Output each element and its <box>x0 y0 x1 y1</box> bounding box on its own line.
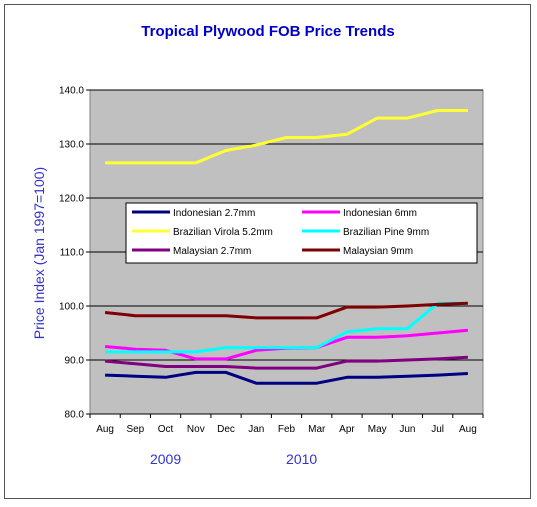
legend-box <box>125 202 478 264</box>
y-tick-label: 90.0 <box>65 356 85 367</box>
legend-label: Brazilian Virola 5.2mm <box>173 227 273 238</box>
x-tick-label: Oct <box>158 424 174 435</box>
y-axis-ticks: 80.0 90.0 100.0 110.0 120.0 130.0 140.0 <box>59 86 90 421</box>
legend-label: Indonesian 2.7mm <box>173 208 255 219</box>
year-label: 2010 <box>286 451 317 467</box>
y-tick-label: 130.0 <box>59 140 84 151</box>
series-line <box>105 370 468 385</box>
x-tick-label: Dec <box>217 424 235 435</box>
series-line <box>104 301 468 320</box>
x-tick-label: Sep <box>126 424 144 435</box>
year-labels: 2009 2010 <box>150 451 317 467</box>
legend-label: Malaysian 9mm <box>343 246 413 257</box>
legend-label: Brazilian Pine 9mm <box>343 227 429 238</box>
legend-label: Malaysian 2.7mm <box>173 246 251 257</box>
x-tick-label: Aug <box>96 424 114 435</box>
x-tick-label: Feb <box>278 424 296 435</box>
legend: Indonesian 2.7mm Indonesian 6mm Brazilian … <box>125 202 478 264</box>
y-axis-label: Price Index (Jan 1997=100) <box>31 167 47 339</box>
x-tick-label: Nov <box>187 424 205 435</box>
x-tick-label: Jul <box>431 424 444 435</box>
y-tick-label: 100.0 <box>59 302 84 313</box>
x-tick-label: Mar <box>308 424 326 435</box>
series-line <box>105 109 468 165</box>
x-tick-label: Jun <box>399 424 415 435</box>
x-tick-label: Aug <box>459 424 477 435</box>
legend-label: Indonesian 6mm <box>343 208 417 219</box>
y-tick-label: 120.0 <box>59 194 84 205</box>
series-line <box>104 355 468 370</box>
series-line <box>105 301 468 354</box>
y-tick-label: 140.0 <box>59 86 84 97</box>
chart-title: Tropical Plywood FOB Price Trends <box>141 23 394 40</box>
y-tick-label: 80.0 <box>65 410 85 421</box>
x-tick-label: Jan <box>248 424 264 435</box>
x-tick-label: Apr <box>339 424 355 435</box>
x-axis-ticks: Aug Sep Oct Nov Dec Jan Feb Mar Apr May Jun Jul Aug <box>89 413 484 435</box>
year-label: 2009 <box>150 451 181 467</box>
series-lines <box>104 109 469 385</box>
y-tick-label: 110.0 <box>60 248 85 259</box>
x-tick-label: May <box>368 424 387 435</box>
